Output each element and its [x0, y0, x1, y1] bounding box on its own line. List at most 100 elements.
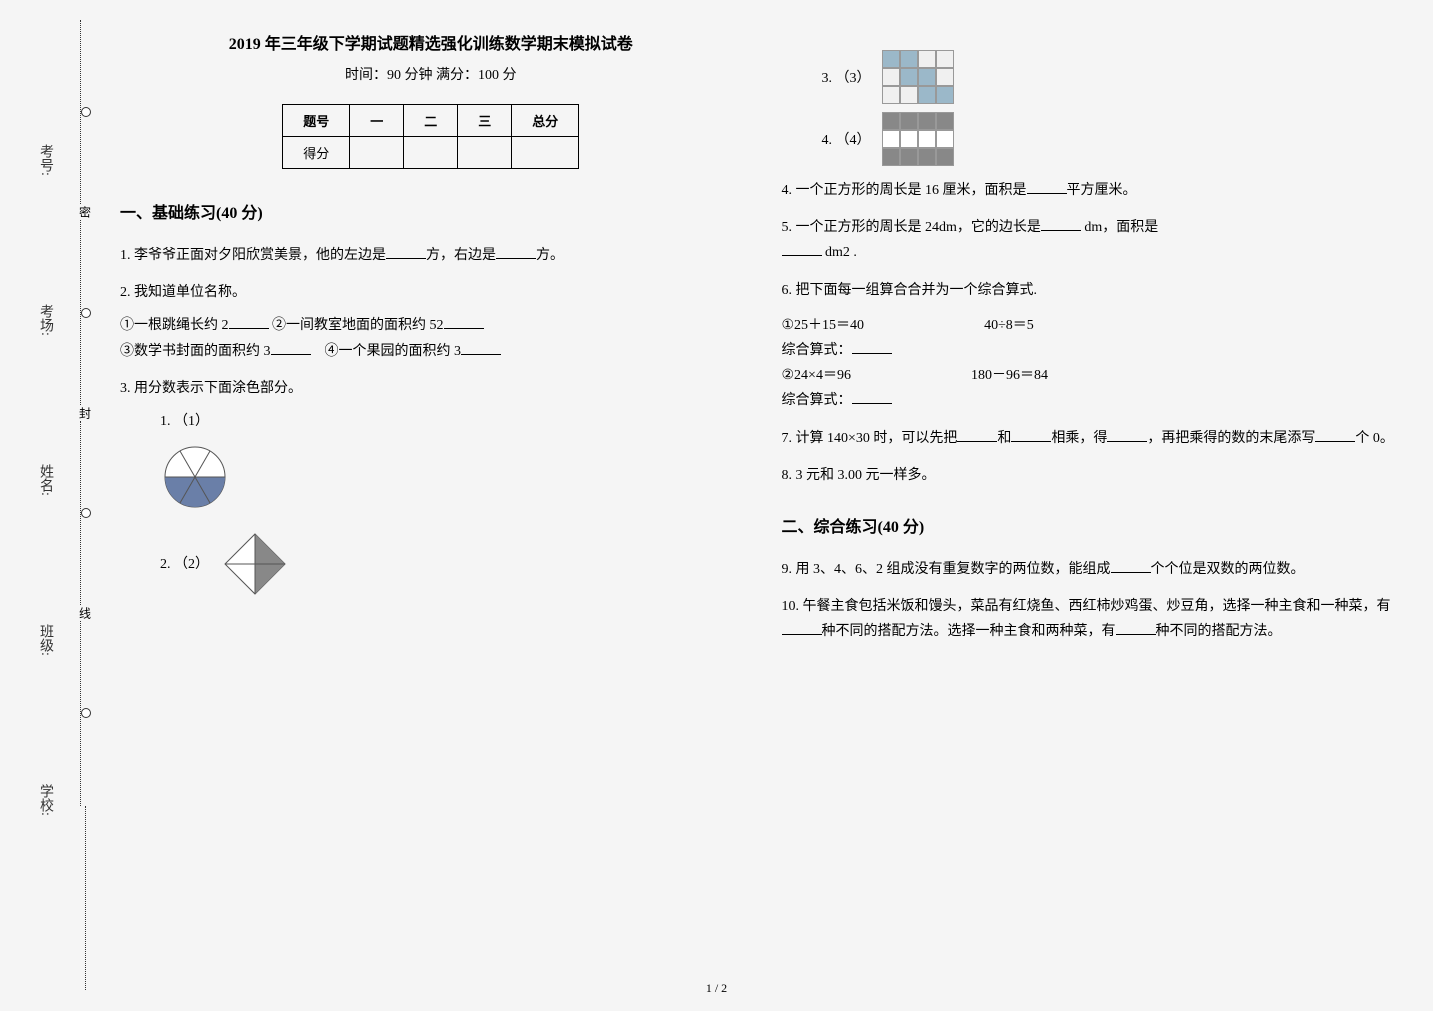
- q3-item-4: 4. （4）: [822, 112, 1404, 166]
- page-number: 1 / 2: [706, 981, 727, 996]
- q9-text: 9. 用 3、4、6、2 组成没有重复数字的两位数，能组成: [782, 562, 1111, 577]
- blank: [461, 340, 501, 355]
- q4-text: 4. 一个正方形的周长是 16 厘米，面积是: [782, 183, 1027, 198]
- th: 题号: [283, 105, 350, 137]
- q5-text: dm，面积是: [1081, 220, 1158, 235]
- score-table: 题号 一 二 三 总分 得分: [282, 104, 579, 169]
- blank: [444, 314, 484, 329]
- q4-text: 平方厘米。: [1067, 183, 1137, 198]
- q6-expr: ①25＋15＝40: [782, 313, 865, 338]
- td: [404, 137, 458, 169]
- q5-text: dm2 .: [822, 245, 857, 260]
- q3-item-2: 2. （2）: [160, 529, 742, 599]
- q7-text: ，再把乘得的数的末尾添写: [1147, 431, 1315, 446]
- blank: [496, 244, 536, 259]
- q6-expr: ②24×4＝96: [782, 363, 851, 388]
- td: [350, 137, 404, 169]
- q10-text: 种不同的搭配方法。: [1156, 624, 1282, 639]
- q3-label: （1）: [174, 414, 209, 429]
- q9-text: 个个位是双数的两位数。: [1151, 562, 1305, 577]
- column-right: 3. （3） 4. （4） 4. 一个正方形的周长是 16 厘米，面积是 平方厘米…: [782, 20, 1404, 991]
- circle-shape-icon: [160, 442, 230, 512]
- question-8: 8. 3 元和 3.00 元一样多。: [782, 463, 1404, 488]
- th: 三: [458, 105, 512, 137]
- binding-labels: 考号: 考场: 姓名: 班级: 学校:: [35, 80, 55, 880]
- q6-label: 综合算式：: [782, 393, 852, 408]
- blank: [1041, 216, 1081, 231]
- exam-subtitle: 时间：90 分钟 满分：100 分: [120, 64, 742, 84]
- q10-text: 种不同的搭配方法。选择一种主食和两种菜，有: [822, 624, 1116, 639]
- blank: [1027, 179, 1067, 194]
- q3-label: （2）: [174, 557, 209, 572]
- q7-text: 7. 计算 140×30 时，可以先把: [782, 431, 958, 446]
- question-9: 9. 用 3、4、6、2 组成没有重复数字的两位数，能组成 个个位是双数的两位数。: [782, 557, 1404, 582]
- seal-char: 封: [77, 407, 94, 419]
- diamond-shape-icon: [220, 529, 290, 599]
- q1-text: 1. 李爷爷正面对夕阳欣赏美景，他的左边是: [120, 248, 386, 263]
- td-label: 得分: [283, 137, 350, 169]
- exam-title: 2019 年三年级下学期试题精选强化训练数学期末模拟试卷: [120, 30, 742, 54]
- th: 一: [350, 105, 404, 137]
- page-content: 2019 年三年级下学期试题精选强化训练数学期末模拟试卷 时间：90 分钟 满分…: [90, 0, 1433, 1011]
- q1-text: 方，右边是: [426, 248, 496, 263]
- q3-item-3: 3. （3）: [822, 50, 1404, 104]
- blank: [852, 389, 892, 404]
- blank: [1011, 427, 1051, 442]
- section-2-header: 二、综合练习(40 分): [782, 513, 1404, 537]
- th: 二: [404, 105, 458, 137]
- question-1: 1. 李爷爷正面对夕阳欣赏美景，他的左边是 方，右边是 方。: [120, 243, 742, 268]
- q10-text: 10. 午餐主食包括米饭和馒头，菜品有红烧鱼、西红柿炒鸡蛋、炒豆角，选择一种主食…: [782, 599, 1391, 614]
- question-3: 3. 用分数表示下面涂色部分。 1. （1）: [120, 376, 742, 600]
- blank: [271, 340, 311, 355]
- label-kaochang: 考场:: [35, 304, 55, 336]
- q1-text: 方。: [536, 248, 564, 263]
- seal-char: 密: [77, 206, 94, 218]
- blank: [229, 314, 269, 329]
- blank: [782, 620, 822, 635]
- section-1-header: 一、基础练习(40 分): [120, 199, 742, 223]
- label-xingming: 姓名:: [35, 464, 55, 496]
- blank: [957, 427, 997, 442]
- q2-item: ④一个果园的面积约 3: [325, 344, 462, 359]
- q7-text: 和: [997, 431, 1011, 446]
- q2-item: ②一间教室地面的面积约 52: [272, 318, 444, 333]
- column-left: 2019 年三年级下学期试题精选强化训练数学期末模拟试卷 时间：90 分钟 满分…: [120, 20, 742, 991]
- blank: [852, 339, 892, 354]
- blank: [386, 244, 426, 259]
- q6-expr: 40÷8＝5: [984, 313, 1034, 338]
- blank: [1116, 620, 1156, 635]
- q2-item: ①一根跳绳长约 2: [120, 318, 229, 333]
- grid-shape-3: [882, 50, 954, 104]
- q2-text: 2. 我知道单位名称。: [120, 280, 742, 305]
- question-4: 4. 一个正方形的周长是 16 厘米，面积是 平方厘米。: [782, 178, 1404, 203]
- q7-text: 个 0。: [1355, 431, 1394, 446]
- q6-text: 6. 把下面每一组算合合并为一个综合算式.: [782, 278, 1404, 303]
- label-banji: 班级:: [35, 624, 55, 656]
- blank: [782, 241, 822, 256]
- blank: [1315, 427, 1355, 442]
- grid-shape-4: [882, 112, 954, 166]
- q3-label: （3）: [836, 71, 871, 86]
- q3-text: 3. 用分数表示下面涂色部分。: [120, 376, 742, 401]
- table-row: 题号 一 二 三 总分: [283, 105, 579, 137]
- question-5: 5. 一个正方形的周长是 24dm，它的边长是 dm，面积是 dm2 .: [782, 215, 1404, 265]
- td: [512, 137, 579, 169]
- td: [458, 137, 512, 169]
- q7-text: 相乘，得: [1051, 431, 1107, 446]
- q3-label: （4）: [836, 133, 871, 148]
- th: 总分: [512, 105, 579, 137]
- q6-expr: 180－96＝84: [971, 363, 1048, 388]
- sealing-line: 密 封 线: [75, 20, 95, 990]
- blank: [1111, 558, 1151, 573]
- label-kaohao: 考号:: [35, 144, 55, 176]
- q5-text: 5. 一个正方形的周长是 24dm，它的边长是: [782, 220, 1041, 235]
- table-row: 得分: [283, 137, 579, 169]
- q8-text: 8. 3 元和 3.00 元一样多。: [782, 468, 936, 483]
- q2-item: ③数学书封面的面积约 3: [120, 344, 271, 359]
- seal-char: 线: [77, 607, 94, 619]
- q3-item-1: 1. （1）: [160, 409, 742, 434]
- q6-label: 综合算式：: [782, 343, 852, 358]
- question-2: 2. 我知道单位名称。 ①一根跳绳长约 2 ②一间教室地面的面积约 52 ③数学…: [120, 280, 742, 364]
- question-7: 7. 计算 140×30 时，可以先把 和 相乘，得 ，再把乘得的数的末尾添写 个 0。: [782, 426, 1404, 451]
- blank: [1107, 427, 1147, 442]
